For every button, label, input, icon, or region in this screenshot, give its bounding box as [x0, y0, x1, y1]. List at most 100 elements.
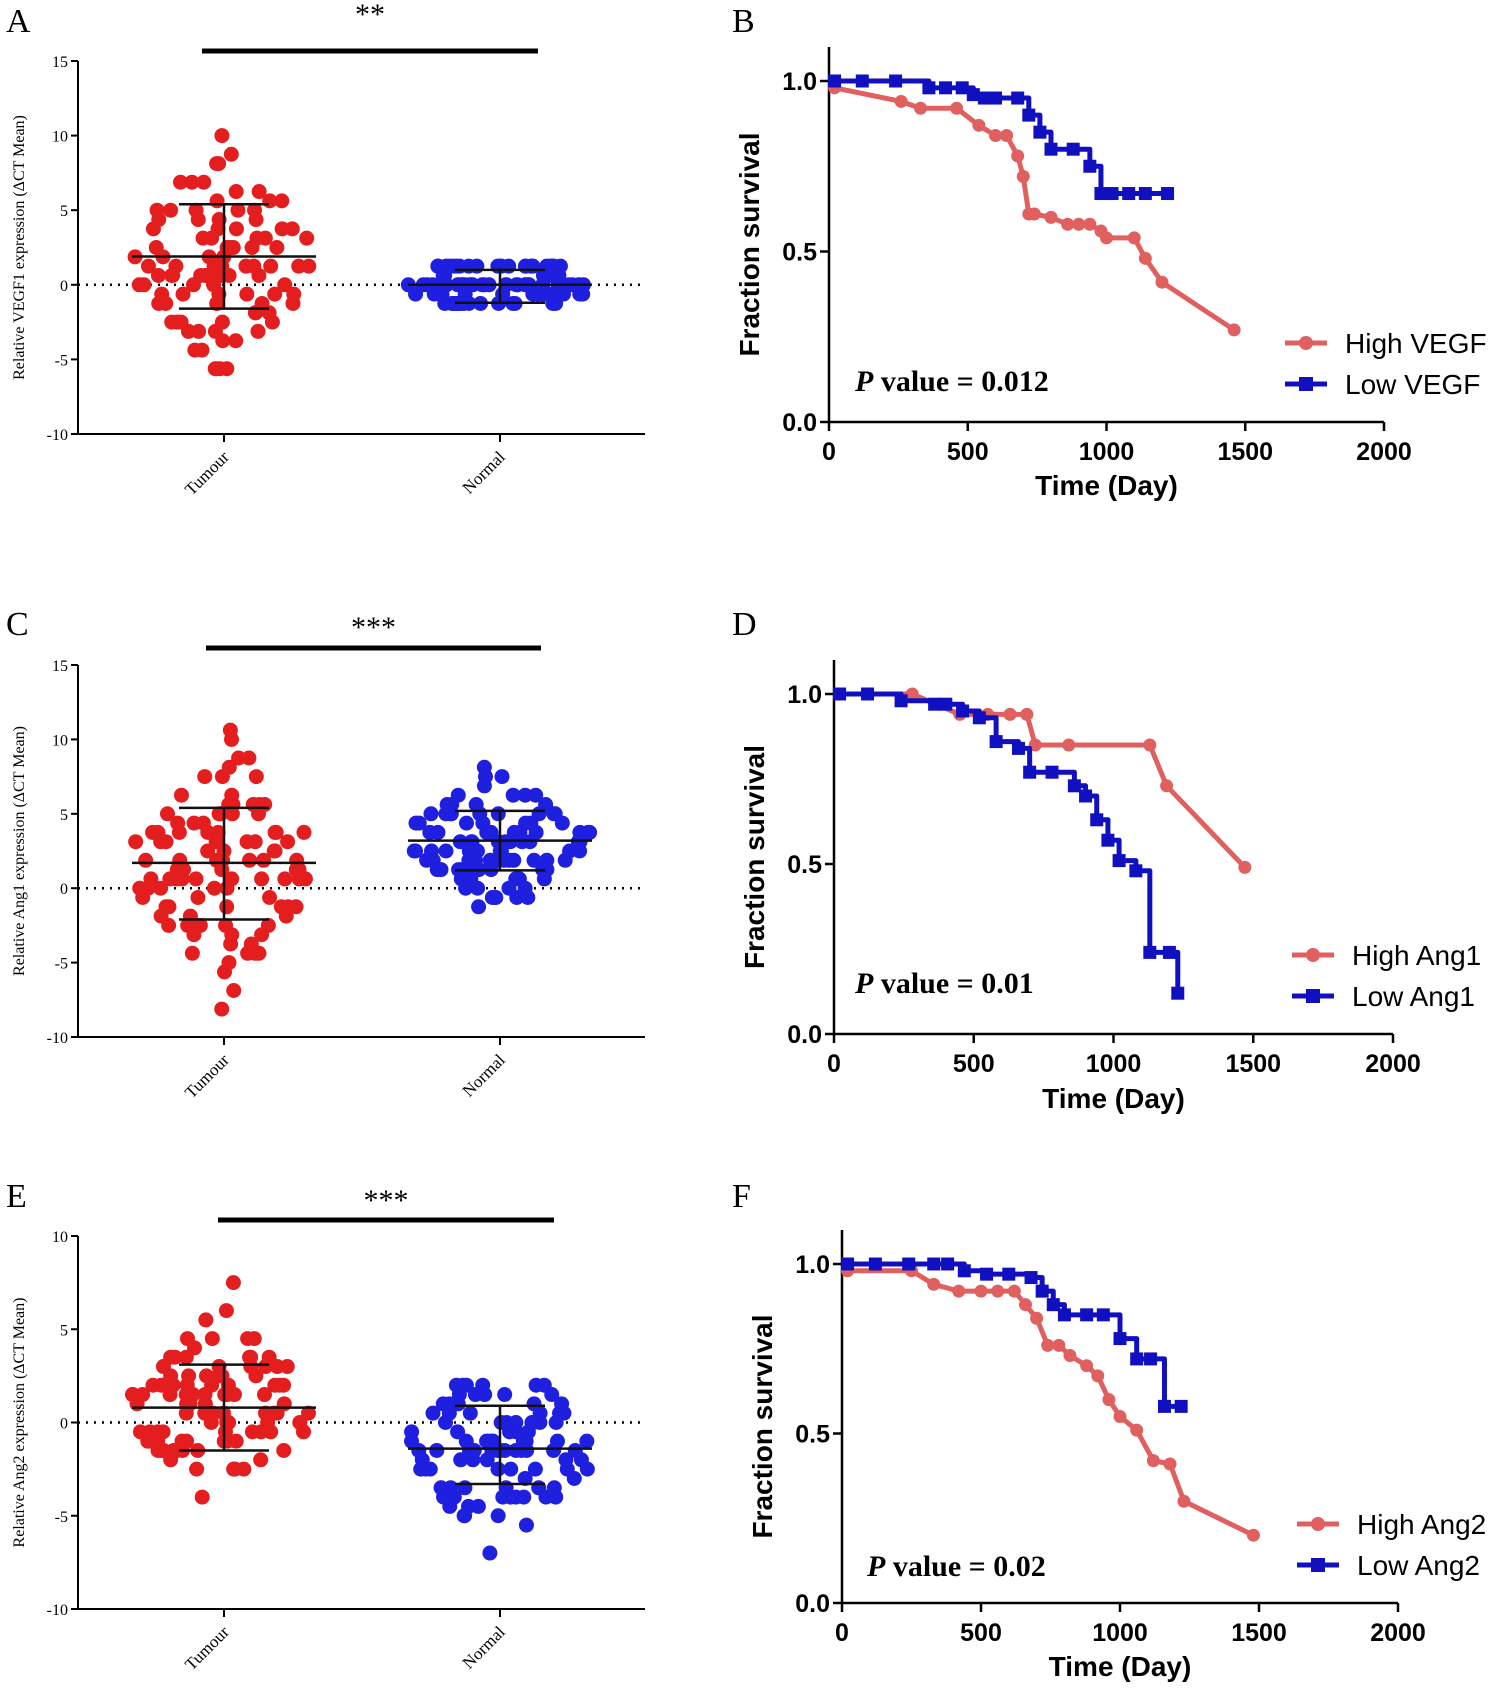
data-point	[301, 258, 317, 274]
data-point	[194, 1489, 210, 1505]
data-point	[184, 174, 200, 190]
series-marker	[1066, 142, 1080, 156]
data-point	[145, 824, 161, 840]
data-point	[176, 862, 192, 878]
data-point	[408, 815, 424, 831]
p-value-label: P value = 0.02	[866, 1550, 1046, 1583]
series-marker	[914, 101, 928, 115]
series-marker	[991, 1284, 1005, 1298]
x-axis-label: Time (Day)	[1042, 1083, 1185, 1114]
x-tick-label: 0	[822, 438, 836, 466]
data-point	[135, 890, 151, 905]
series-marker	[977, 91, 991, 105]
series-marker	[989, 129, 1002, 143]
x-tick-label: 500	[953, 1050, 995, 1078]
series-marker	[956, 704, 970, 718]
data-point	[225, 1275, 241, 1291]
data-point	[429, 1442, 445, 1458]
data-point	[526, 1396, 542, 1412]
series-marker	[1083, 217, 1097, 231]
data-point	[279, 1359, 295, 1375]
data-point	[219, 899, 235, 915]
data-point	[288, 862, 304, 878]
data-point	[175, 286, 191, 302]
panel-letter: E	[6, 1178, 27, 1215]
data-point	[497, 1387, 513, 1403]
y-tick-label: -5	[55, 956, 68, 973]
y-tick-label: -5	[55, 1509, 68, 1526]
data-point	[280, 834, 296, 850]
series-marker	[1227, 323, 1241, 337]
data-point	[527, 1461, 543, 1477]
data-point	[450, 787, 466, 803]
data-point	[535, 267, 551, 283]
y-tick-label: 0	[60, 881, 68, 898]
series-marker	[1046, 1298, 1060, 1312]
series-marker	[1130, 1423, 1144, 1437]
data-point	[209, 193, 225, 209]
data-point	[490, 806, 506, 822]
y-tick-label: -10	[47, 1602, 68, 1619]
series-marker	[1105, 187, 1119, 201]
significance-label: ***	[364, 1184, 409, 1217]
x-tick-label: 500	[947, 438, 989, 466]
x-tick-label: Tumour	[181, 447, 233, 499]
data-point	[189, 1461, 205, 1477]
y-tick-label: 0.5	[782, 239, 817, 267]
x-tick-label: 2000	[1365, 1050, 1421, 1078]
panel-letter: B	[732, 3, 755, 40]
series-marker	[928, 697, 942, 711]
x-axis-label: Time (Day)	[1035, 470, 1178, 501]
data-point	[257, 230, 273, 246]
dots-tumour	[128, 722, 313, 1017]
series-marker	[1122, 187, 1136, 201]
data-point	[434, 286, 450, 302]
p-value-italic: P	[854, 365, 874, 398]
data-point	[435, 1396, 451, 1412]
series-marker	[1002, 1267, 1016, 1281]
x-tick-label: 2000	[1370, 1619, 1426, 1647]
data-point	[425, 1405, 441, 1421]
data-point	[406, 843, 422, 859]
series-marker	[1027, 207, 1041, 221]
series-marker	[1094, 187, 1108, 201]
series-marker	[1067, 779, 1081, 793]
data-point	[186, 815, 202, 831]
data-point	[165, 1377, 181, 1393]
data-point	[196, 174, 212, 190]
data-point	[185, 277, 201, 293]
series-marker	[1079, 789, 1093, 803]
data-point	[221, 267, 237, 283]
data-point	[457, 1480, 473, 1496]
series-marker	[1177, 1494, 1191, 1508]
data-point	[190, 890, 206, 905]
x-tick-label: Normal	[459, 1622, 509, 1672]
data-point	[187, 1340, 203, 1356]
data-point	[516, 1489, 532, 1505]
data-point	[256, 1387, 272, 1403]
data-point	[518, 1517, 534, 1533]
data-point	[125, 1387, 141, 1403]
series-marker	[828, 74, 842, 88]
y-axis-label: Fraction survival	[747, 1314, 778, 1538]
p-value-italic: P	[854, 967, 874, 1000]
data-point	[269, 240, 285, 255]
data-point	[247, 945, 263, 961]
data-point	[274, 193, 290, 209]
series-marker	[1083, 159, 1097, 173]
x-tick-label: 1000	[1092, 1619, 1148, 1647]
series-marker	[1022, 108, 1036, 122]
data-point	[150, 267, 166, 283]
series-marker	[833, 687, 847, 701]
data-point	[251, 184, 267, 200]
series-marker	[1024, 1271, 1038, 1285]
series-marker	[1138, 251, 1152, 265]
data-point	[495, 286, 511, 302]
x-tick-label: 0	[827, 1050, 841, 1078]
y-tick-label: 1.0	[782, 68, 817, 96]
series-marker	[939, 697, 953, 711]
data-point	[225, 797, 241, 812]
data-point	[528, 1377, 544, 1393]
significance-label: ***	[351, 611, 396, 644]
data-point	[209, 295, 225, 311]
